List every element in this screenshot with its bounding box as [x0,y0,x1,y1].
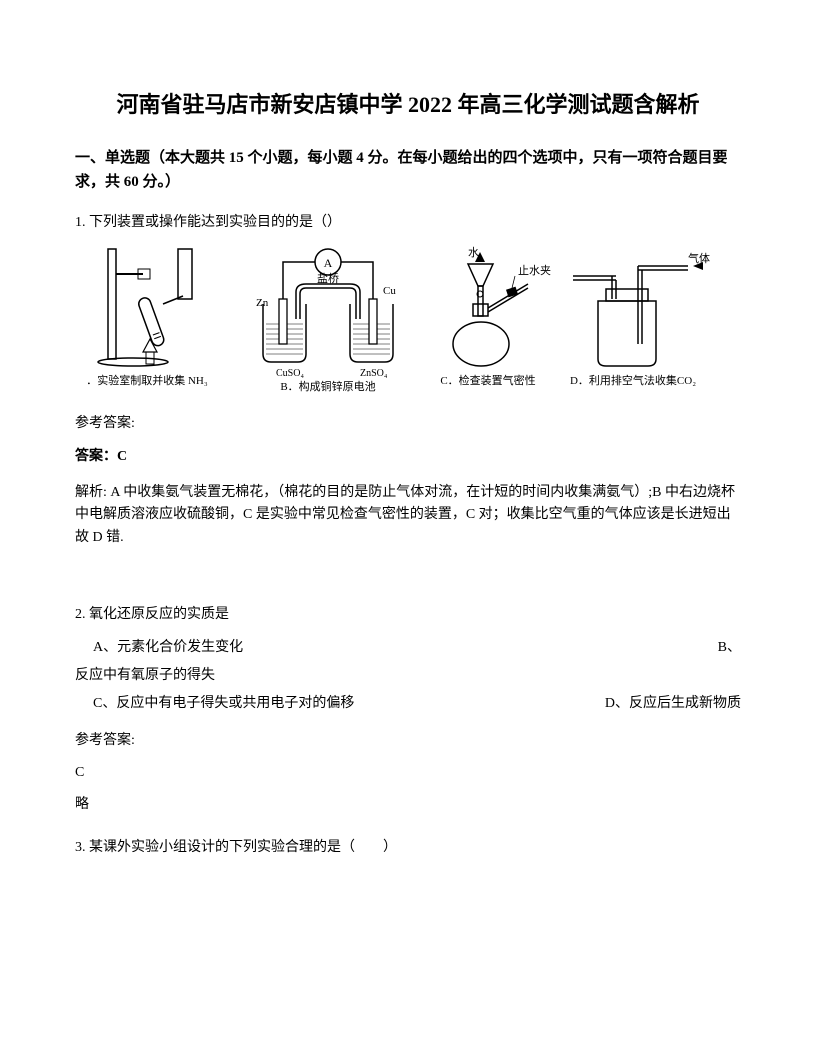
section-header: 一、单选题（本大题共 15 个小题，每小题 4 分。在每小题给出的四个选项中，只… [75,146,741,194]
q1-explanation: 解析: A 中收集氨气装置无棉花，（棉花的目的是防止气体对流，在计短的时间内收集… [75,482,741,549]
apparatus-c: 水 止水夹 C．检查装置气密性 [440,246,551,387]
svg-text:止水夹: 止水夹 [518,264,551,277]
q2-option-c: C、反应中有电子得失或共用电子对的偏移 [75,693,354,715]
q2-answer: C [75,762,741,784]
svg-text:气体: 气体 [688,251,710,265]
svg-text:水: 水 [468,246,479,259]
svg-text:ZnSO₄: ZnSO₄ [360,368,388,379]
q2-option-d: D、反应后生成新物质 [605,693,741,715]
svg-text:A: A [324,256,333,270]
question-2: 2. 氧化还原反应的实质是 A、元素化合价发生变化 B、 反应中有氧原子的得失 … [75,604,741,817]
page-title: 河南省驻马店市新安店镇中学 2022 年高三化学测试题含解析 [75,90,741,121]
q3-text: 3. 某课外实验小组设计的下列实验合理的是（ ） [75,837,741,859]
apparatus-a: A．实验室制取并收集 NH₃ [88,249,208,387]
q2-option-a: A、元素化合价发生变化 [75,637,243,659]
q2-answer-label: 参考答案: [75,730,741,752]
svg-text:CuSO₄: CuSO₄ [276,368,304,379]
q2-option-b: B、 [718,637,741,659]
q1-text: 1. 下列装置或操作能达到实验目的的是（） [75,212,741,234]
svg-text:D．利用排空气法收集CO₂: D．利用排空气法收集CO₂ [570,373,696,387]
question-1: 1. 下列装置或操作能达到实验目的的是（） [75,212,741,549]
svg-text:Zn: Zn [256,297,269,309]
q1-answer-label: 参考答案: [75,413,741,435]
apparatus-d: 气体 D．利用排空气法收集CO₂ [570,251,710,387]
svg-text:盐桥: 盐桥 [317,272,339,285]
q1-answer: 答案：C [75,446,741,468]
svg-text:A．实验室制取并收集 NH₃: A．实验室制取并收集 NH₃ [88,373,208,387]
q2-text: 2. 氧化还原反应的实质是 [75,604,741,626]
q2-option-b-cont: 反应中有氧原子的得失 [75,665,741,687]
q2-note: 略 [75,794,741,816]
q1-figure: A．实验室制取并收集 NH₃ A Zn [75,244,741,399]
apparatus-b: A Zn CuSO₄ [256,249,396,393]
svg-text:C．检查装置气密性: C．检查装置气密性 [440,373,535,387]
question-3: 3. 某课外实验小组设计的下列实验合理的是（ ） [75,837,741,859]
svg-text:Cu: Cu [383,285,396,297]
svg-text:B．构成铜锌原电池: B．构成铜锌原电池 [280,379,375,393]
